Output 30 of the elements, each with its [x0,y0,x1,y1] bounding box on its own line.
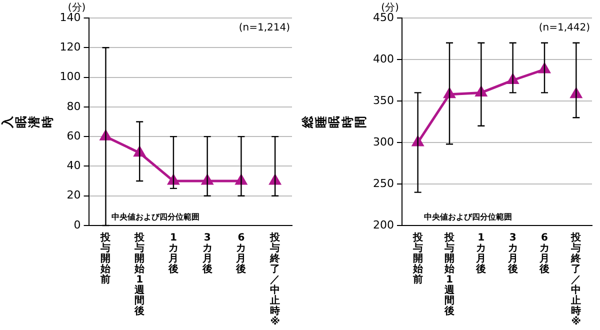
y-tick-label: 300 [372,135,394,148]
y-tick-label: 0 [74,218,81,232]
category-label: 投与終了／中止時※ [571,232,582,328]
x-tick-label: 3カ月後 [201,232,212,275]
y-tick-label: 40 [66,159,81,172]
x-tick-label: 投与開始前 [412,231,424,286]
annotation: (n=1,214) [238,22,290,34]
y-tick-label: 80 [66,100,81,113]
y-tick-label: 100 [60,70,81,84]
y-tick-label: 200 [372,218,394,232]
y-tick-label: 350 [372,94,394,107]
x-tick-label: 投与開始1週間後 [443,231,456,317]
x-tick-label: 投与開始前 [100,231,112,286]
x-tick-label: 1カ月後 [167,232,178,275]
annotation: 中央値および四分位範囲 [112,212,200,222]
annotation: (n=1,442) [538,22,590,34]
y-axis-title: 総睡眠時間 [300,114,368,129]
category-label: 投与終了／中止時※ [270,232,280,328]
y-axis-title: 入眠潜時 [0,114,54,129]
y-tick-label: 250 [372,176,394,190]
x-tick-label: 投与開始1週間後 [134,231,146,317]
x-tick-label: 6カ月後 [538,232,550,275]
y-tick-label: 20 [66,188,81,202]
x-tick-label: 6カ月後 [235,232,246,275]
y-tick-label: 400 [372,52,394,66]
x-tick-label: 3カ月後 [506,232,518,275]
y-tick-label: 120 [60,40,81,54]
y-tick-label: 60 [66,129,81,142]
annotation: 中央値および四分位範囲 [424,212,512,222]
x-tick-label: 1カ月後 [475,232,486,275]
